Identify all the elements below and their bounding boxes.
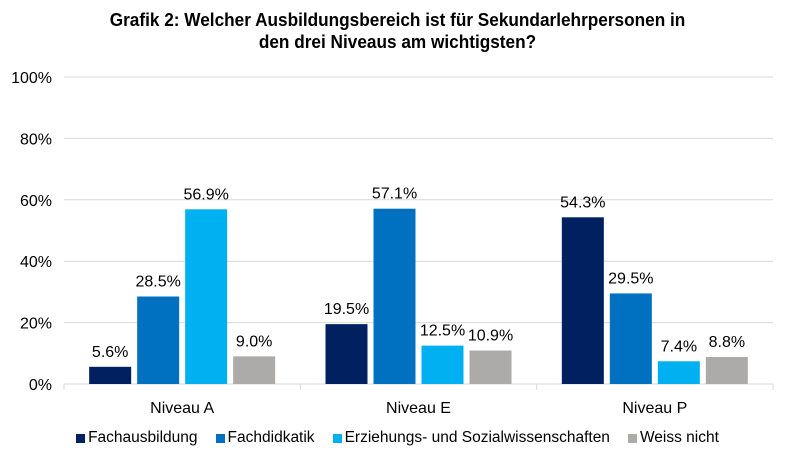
- data-label: 12.5%: [420, 323, 465, 340]
- data-label: 54.3%: [560, 194, 605, 211]
- legend-swatch: [76, 433, 86, 443]
- data-label: 19.5%: [324, 301, 369, 318]
- y-axis-tick-labels: 0% 20% 40% 60% 80% 100%: [11, 70, 52, 394]
- bar: [561, 217, 604, 384]
- data-label: 57.1%: [372, 186, 417, 203]
- legend-label: Fachausbildung: [88, 429, 198, 446]
- y-tick-label: 60%: [20, 193, 52, 210]
- legend-item: Fachdidkatik: [215, 429, 315, 447]
- legend-swatch: [627, 433, 637, 443]
- bar: [185, 209, 228, 384]
- category-label: Niveau P: [622, 400, 687, 417]
- data-labels: 5.6% 28.5% 56.9% 9.0% 19.5% 57.1% 12.5% 10.9% 54…: [92, 186, 745, 361]
- bar: [705, 356, 748, 384]
- category-label: Niveau E: [386, 400, 451, 417]
- data-label: 7.4%: [661, 338, 697, 355]
- y-tick-label: 40%: [20, 254, 52, 271]
- data-label: 9.0%: [236, 333, 272, 350]
- bar: [421, 345, 464, 384]
- data-label: 5.6%: [92, 344, 128, 361]
- bars: [89, 208, 748, 384]
- chart-title-line-1: Grafik 2: Welcher Ausbildungsbereich ist…: [109, 9, 686, 30]
- category-label: Niveau A: [150, 400, 214, 417]
- bar: [325, 324, 368, 384]
- bar: [233, 356, 276, 384]
- category-labels: Niveau A Niveau E Niveau P: [150, 400, 687, 417]
- legend-label: Weiss nicht: [639, 429, 719, 446]
- legend-swatch: [332, 433, 342, 443]
- data-label: 29.5%: [608, 270, 653, 287]
- legend-item: Weiss nicht: [627, 429, 719, 447]
- data-label: 10.9%: [468, 328, 513, 345]
- bar: [657, 361, 700, 384]
- legend-item: Fachausbildung: [76, 429, 198, 447]
- bar: [609, 293, 652, 384]
- y-tick-label: 0%: [29, 377, 52, 394]
- legend-label: Erziehungs- und Sozialwissenschaften: [344, 429, 610, 446]
- chart-title: Grafik 2: Welcher Ausbildungsbereich ist…: [28, 9, 767, 53]
- y-tick-label: 100%: [11, 70, 52, 87]
- chart-title-line-2: den drei Niveaus am wichtigsten?: [258, 31, 537, 52]
- x-axis: [63, 383, 774, 390]
- y-tick-label: 20%: [20, 316, 52, 333]
- data-label: 8.8%: [709, 334, 745, 351]
- bar: [137, 296, 180, 384]
- data-label: 56.9%: [183, 186, 228, 203]
- legend-label: Fachdidkatik: [227, 429, 315, 446]
- legend-swatch: [215, 433, 225, 443]
- data-label: 28.5%: [135, 274, 180, 291]
- y-tick-label: 80%: [20, 131, 52, 148]
- legend: Fachausbildung Fachdidkatik Erziehungs- un…: [0, 429, 795, 447]
- bar: [469, 350, 512, 384]
- bar: [89, 366, 132, 384]
- bar: [373, 208, 416, 384]
- legend-item: Erziehungs- und Sozialwissenschaften: [332, 429, 610, 447]
- gridlines: [64, 76, 773, 324]
